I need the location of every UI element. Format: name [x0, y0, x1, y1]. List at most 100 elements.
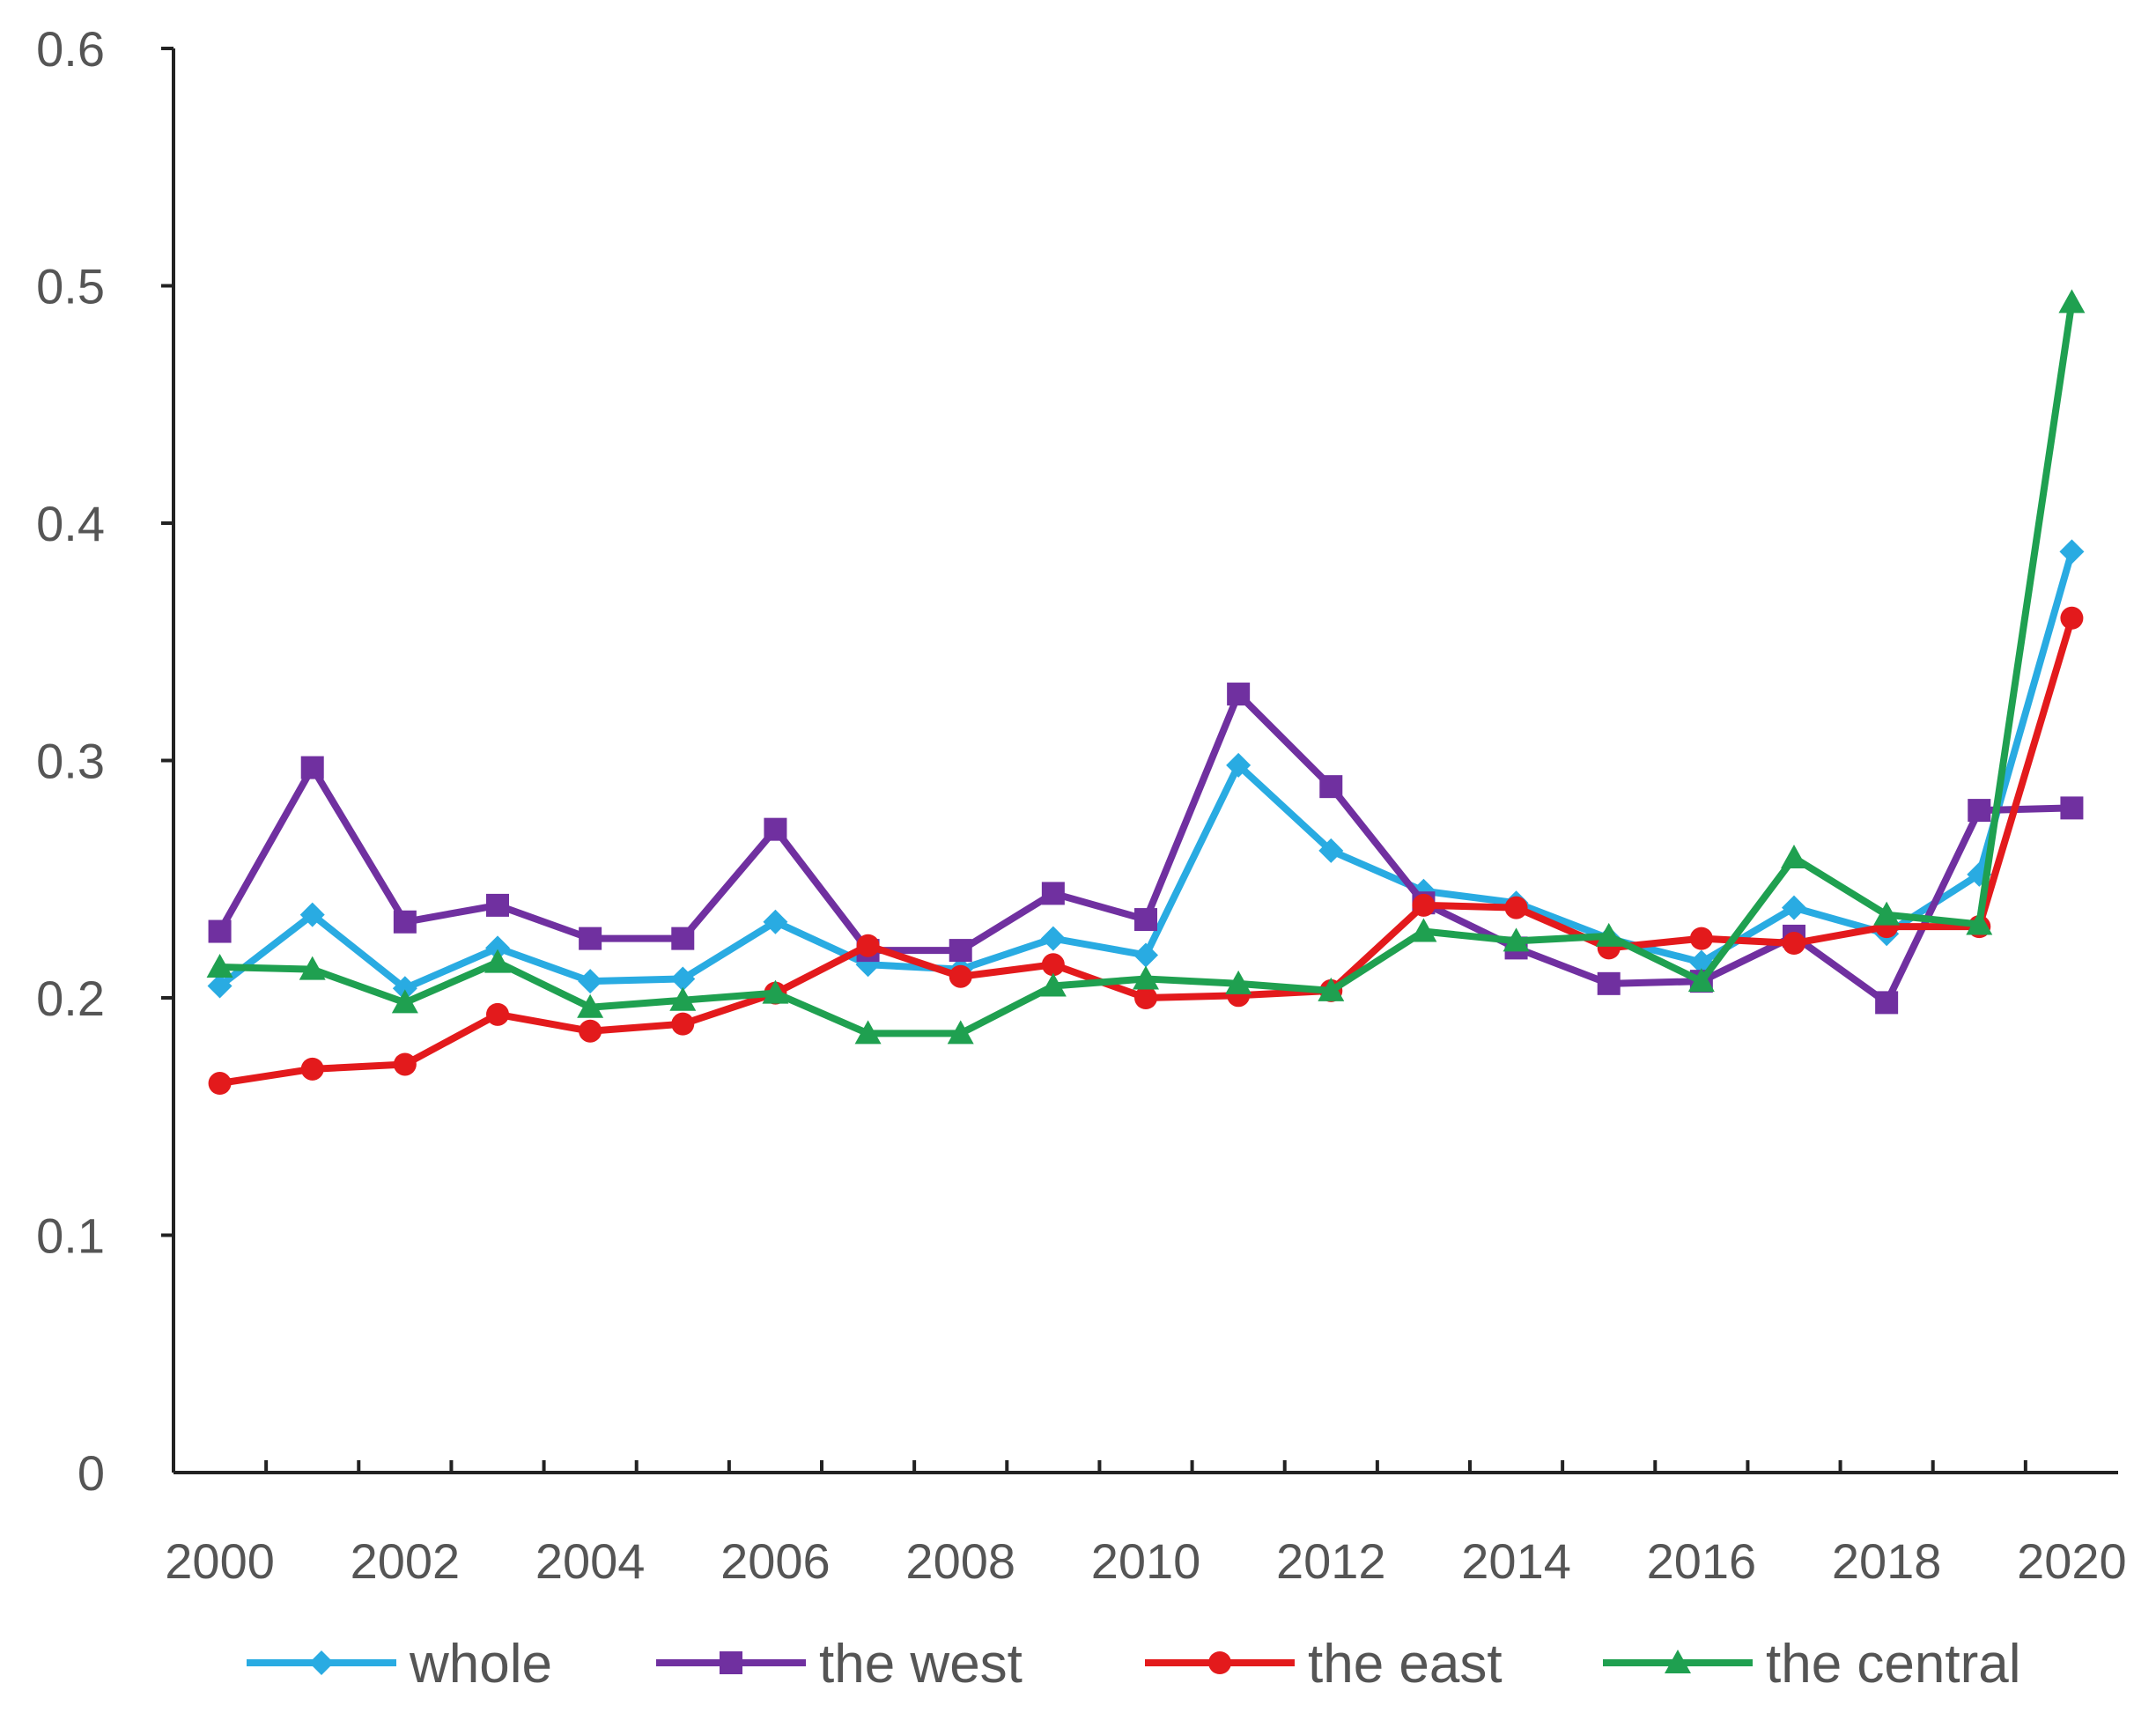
- series-the-west: [208, 683, 2084, 1015]
- data-point-the-central: [854, 1020, 882, 1045]
- legend-item-the-central: the central: [1603, 1634, 2021, 1695]
- data-point-the-central: [2058, 289, 2086, 314]
- data-point-the-west: [579, 927, 602, 950]
- y-tick-label: 0.1: [36, 1208, 105, 1264]
- series-the-central: [206, 289, 2086, 1045]
- data-point-the-central: [947, 1020, 974, 1045]
- series-the-east: [208, 606, 2084, 1096]
- data-point-the-east: [300, 1057, 324, 1081]
- data-point-the-west: [1968, 799, 1991, 823]
- x-tick-label: 2014: [1461, 1533, 1571, 1589]
- series-whole: [207, 539, 2085, 1001]
- data-point-the-east: [1412, 893, 1436, 917]
- data-point-the-east: [579, 1019, 602, 1043]
- data-point-the-central: [391, 989, 418, 1014]
- data-point-the-west: [300, 756, 324, 779]
- legend-label: the east: [1308, 1634, 1503, 1695]
- data-point-the-west: [949, 939, 972, 963]
- legend-item-the-west: the west: [656, 1634, 1023, 1695]
- x-tick-label: 2002: [351, 1533, 461, 1589]
- data-point-the-central: [1318, 977, 1345, 1001]
- data-point-the-west: [486, 893, 509, 917]
- data-point-the-central: [206, 953, 233, 978]
- data-point-the-central: [1503, 927, 1530, 952]
- data-point-the-east: [1041, 953, 1065, 977]
- legend-label: the west: [819, 1634, 1023, 1695]
- data-point-the-central: [1781, 844, 1807, 868]
- data-point-the-central: [762, 979, 789, 1004]
- data-point-whole: [1133, 942, 1158, 968]
- data-point-whole: [670, 966, 696, 992]
- x-tick-label: 2000: [165, 1533, 275, 1589]
- y-tick-label: 0.3: [36, 734, 105, 789]
- data-point-the-east: [1689, 927, 1713, 950]
- data-point-the-east: [949, 964, 972, 988]
- series-lines: [206, 289, 2086, 1096]
- legend-swatch-marker: [720, 1651, 742, 1674]
- data-point-whole: [1318, 838, 1344, 863]
- data-point-whole: [1782, 895, 1806, 920]
- data-point-the-east: [486, 1002, 509, 1026]
- legend-swatch-marker: [1665, 1650, 1691, 1673]
- data-point-the-central: [1595, 922, 1622, 947]
- data-point-the-east: [393, 1052, 417, 1076]
- x-tick-label: 2006: [720, 1533, 831, 1589]
- data-point-the-central: [1410, 918, 1437, 942]
- data-point-the-central: [1687, 968, 1715, 993]
- data-point-the-west: [1319, 775, 1343, 799]
- y-tick-label: 0.2: [36, 971, 105, 1026]
- x-tick-label: 2004: [535, 1533, 646, 1589]
- data-point-the-central: [1133, 965, 1159, 990]
- y-tick-label: 0.6: [36, 21, 105, 77]
- data-point-the-west: [1041, 882, 1065, 905]
- y-tick-label: 0: [78, 1445, 105, 1501]
- data-point-the-west: [208, 919, 232, 943]
- data-point-the-central: [299, 956, 326, 980]
- y-tick-label: 0.4: [36, 496, 105, 551]
- data-point-whole: [392, 976, 417, 1001]
- data-point-the-east: [1504, 896, 1528, 919]
- data-point-whole: [485, 935, 510, 961]
- y-tick-label: 0.5: [36, 259, 105, 314]
- x-tick-label: 2010: [1091, 1533, 1201, 1589]
- data-point-the-central: [1873, 901, 1901, 926]
- x-tick-label: 2016: [1647, 1533, 1757, 1589]
- data-point-the-west: [1597, 971, 1621, 995]
- data-point-the-east: [208, 1072, 232, 1096]
- data-point-whole: [299, 902, 325, 927]
- legend: whole the west the east the central: [247, 1634, 2021, 1695]
- data-point-the-central: [1966, 911, 1993, 935]
- data-point-whole: [1040, 926, 1066, 951]
- x-tick-label: 2012: [1276, 1533, 1386, 1589]
- data-point-the-west: [2060, 796, 2084, 820]
- data-point-the-central: [484, 949, 511, 973]
- data-point-the-west: [1875, 991, 1899, 1015]
- legend-label: the central: [1766, 1634, 2021, 1695]
- data-point-whole: [207, 973, 233, 999]
- legend-swatch-marker: [1208, 1651, 1231, 1674]
- x-tick-label: 2018: [1832, 1533, 1942, 1589]
- legend-item-the-east: the east: [1145, 1634, 1503, 1695]
- x-tick-label: 2008: [905, 1533, 1015, 1589]
- data-point-the-central: [577, 993, 604, 1018]
- axes: 0 0.1 0.2 0.3 0.4 0.5 0.6 2000 2002 2004 2006 2008 2…: [36, 21, 2127, 1589]
- data-point-the-west: [764, 817, 787, 841]
- legend-item-whole: whole: [247, 1634, 552, 1695]
- data-point-whole: [578, 969, 603, 994]
- data-point-whole: [1226, 752, 1252, 778]
- data-point-the-east: [1134, 986, 1157, 1009]
- data-point-the-west: [1227, 683, 1251, 706]
- legend-swatch-marker: [309, 1650, 334, 1675]
- x-tick-label: 2020: [2017, 1533, 2127, 1589]
- data-point-whole: [763, 909, 788, 934]
- legend-label: whole: [409, 1634, 552, 1695]
- data-point-the-west: [671, 927, 695, 950]
- data-point-the-central: [1039, 972, 1067, 997]
- data-point-whole: [2059, 539, 2085, 565]
- data-point-the-central: [1225, 970, 1252, 994]
- data-point-the-east: [1783, 932, 1805, 956]
- data-point-the-east: [856, 934, 880, 957]
- data-point-the-west: [393, 910, 417, 934]
- data-point-the-east: [671, 1012, 695, 1036]
